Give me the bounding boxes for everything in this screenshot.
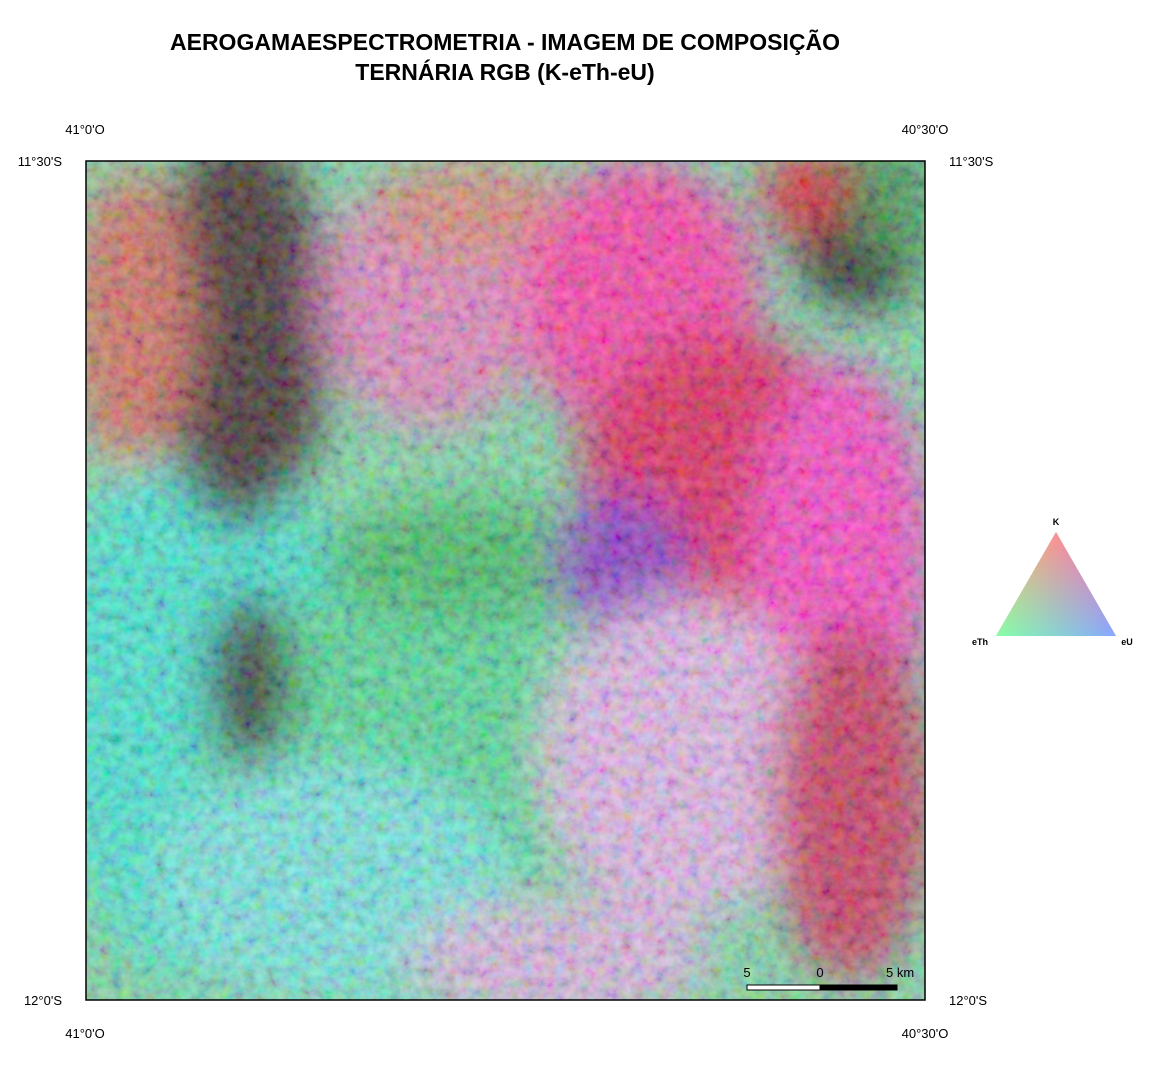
- coord-label: 41°0'O: [65, 122, 104, 137]
- title-line: AEROGAMAESPECTROMETRIA - IMAGEM DE COMPO…: [170, 28, 840, 55]
- coord-label: 40°30'O: [902, 122, 949, 137]
- title-line: TERNÁRIA RGB (K-eTh-eU): [355, 58, 654, 85]
- coord-label: 12°0'S: [24, 993, 62, 1008]
- scale-label: 0: [816, 965, 823, 980]
- coord-label: 11°30'S: [949, 154, 994, 169]
- coord-label: 12°0'S: [949, 993, 987, 1008]
- coord-label: 41°0'O: [65, 1026, 104, 1041]
- scale-label: 5: [743, 965, 750, 980]
- coord-label: 40°30'O: [902, 1026, 949, 1041]
- ternary-legend: K eTh eU: [972, 517, 1133, 647]
- legend-label: eU: [1121, 637, 1133, 647]
- scale-label: 5 km: [886, 965, 914, 980]
- legend-label: K: [1053, 517, 1060, 527]
- ternary-image: [50, 130, 940, 1020]
- coord-label: 11°30'S: [18, 154, 63, 169]
- map-page: AEROGAMAESPECTROMETRIA - IMAGEM DE COMPO…: [0, 0, 1170, 1079]
- legend-label: eTh: [972, 637, 988, 647]
